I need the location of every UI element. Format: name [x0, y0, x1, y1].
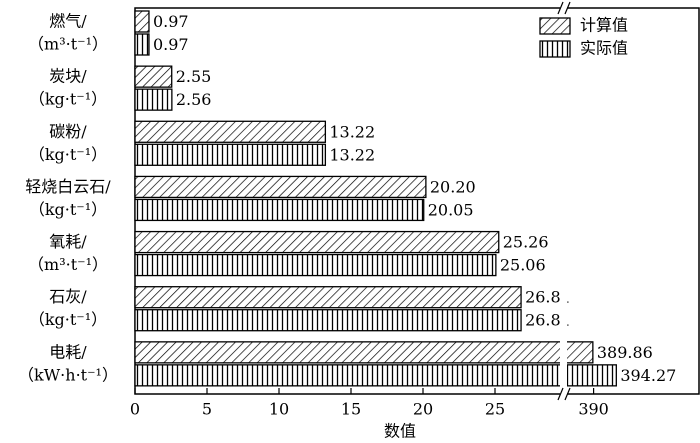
x-tick-label: 0: [130, 400, 140, 419]
value-label: 25.06: [500, 256, 546, 275]
value-label: 13.22: [329, 122, 375, 141]
x-tick-label: 5: [202, 400, 212, 419]
bar: [134, 88, 173, 111]
category-unit: （m³·t⁻¹）: [28, 255, 108, 274]
value-label: 25.26: [503, 233, 549, 252]
category-unit: （kg·t⁻¹）: [29, 200, 107, 219]
bar: [134, 10, 150, 33]
legend-swatch: [539, 17, 571, 35]
category-unit: （kg·t⁻¹）: [29, 145, 107, 164]
x-tick-label: 15: [341, 400, 361, 419]
value-label: 2.56: [176, 90, 212, 109]
category-label: 电耗/: [49, 342, 87, 361]
legend-swatch: [539, 40, 571, 58]
category-label: 氧耗/: [49, 232, 87, 251]
bar: [134, 33, 150, 56]
legend-label: 计算值: [580, 16, 628, 35]
bar: [134, 175, 427, 199]
bar: [134, 198, 425, 222]
x-tick-label: 390: [578, 400, 609, 419]
axis-break-gap: [560, 5, 567, 11]
value-label: 0.97: [153, 35, 189, 54]
category-label: 燃气/: [49, 12, 87, 31]
value-label: 2.55: [176, 67, 212, 86]
legend-label: 实际值: [580, 39, 628, 58]
axis-break-mark: [557, 1, 564, 15]
bar: [134, 309, 522, 332]
axis-break-mark: [557, 387, 564, 401]
category-unit: （kW·h·t⁻¹）: [18, 365, 118, 384]
value-label: 13.22: [329, 145, 375, 164]
category-unit: （m³·t⁻¹）: [28, 35, 108, 54]
category-label: 轻烧白云石/: [25, 177, 111, 196]
axis-break-mark: [564, 1, 571, 15]
category-unit: （kg·t⁻¹）: [29, 310, 107, 329]
value-label: 26.81: [525, 288, 571, 307]
x-axis-label: 数值: [384, 422, 416, 441]
x-tick-label: 10: [269, 400, 289, 419]
bar: [134, 230, 500, 254]
bar: [134, 286, 522, 309]
value-label: 26.81: [525, 311, 571, 330]
bar: [134, 120, 327, 143]
value-label: 20.20: [430, 177, 476, 196]
category-label: 炭块/: [49, 67, 87, 86]
x-tick-label: 25: [485, 400, 505, 419]
axis-break-gap: [560, 391, 567, 397]
axis-break-gap: [560, 9, 567, 393]
bar: [134, 341, 594, 364]
bar: [134, 364, 617, 387]
value-label: 0.97: [153, 12, 189, 31]
x-tick-label: 20: [413, 400, 433, 419]
bar: [134, 253, 497, 277]
axis-break-mark: [564, 387, 571, 401]
bar: [134, 65, 173, 88]
bar: [134, 143, 327, 166]
category-unit: （kg·t⁻¹）: [29, 90, 107, 109]
value-label: 20.05: [428, 200, 474, 219]
value-label: 389.86: [597, 343, 653, 362]
value-label: 394.27: [620, 366, 676, 385]
category-label: 石灰/: [49, 287, 87, 306]
category-label: 碳粉/: [49, 122, 87, 141]
